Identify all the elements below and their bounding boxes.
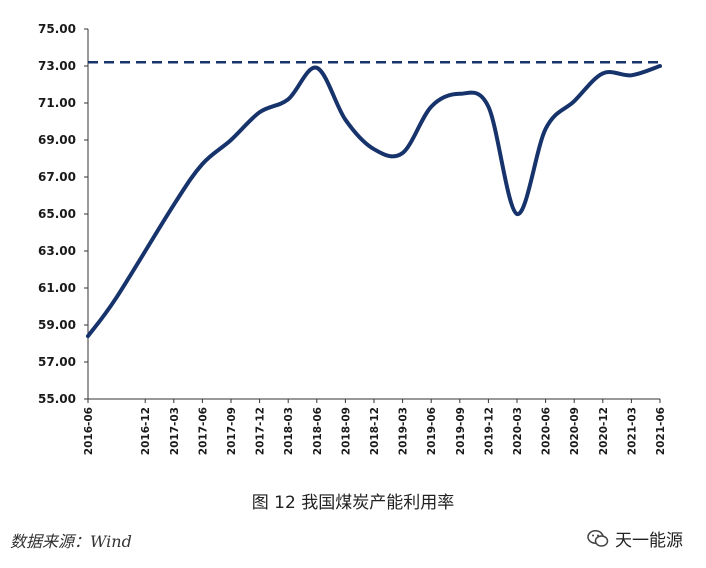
x-axis-ticks: 2016-06 2016-12 2017-03 2017-06 2017-09 2017-… — [83, 399, 667, 455]
x-tick-label: 2021-06 — [655, 407, 667, 455]
y-tick-label: 63.00 — [38, 244, 76, 258]
x-tick-label: 2016-12 — [140, 407, 152, 455]
y-tick-label: 75.00 — [38, 22, 76, 36]
x-tick-label: 2019-12 — [483, 407, 495, 455]
y-tick-label: 69.00 — [38, 133, 76, 147]
x-tick-label: 2019-09 — [455, 407, 467, 455]
chart: 55.00 57.00 59.00 61.00 63.00 65.00 67.00 69.00… — [38, 22, 667, 455]
x-tick-label: 2016-06 — [83, 407, 95, 455]
wechat-icon — [587, 529, 609, 547]
y-tick-label: 61.00 — [38, 281, 76, 295]
x-tick-label: 2020-09 — [569, 407, 581, 455]
x-tick-label: 2019-06 — [426, 407, 438, 455]
y-axis-ticks: 55.00 57.00 59.00 61.00 63.00 65.00 67.00 69.00… — [38, 22, 88, 406]
x-tick-label: 2020-03 — [512, 407, 524, 455]
x-tick-label: 2017-03 — [169, 407, 181, 455]
x-tick-label: 2017-12 — [255, 407, 267, 455]
y-tick-label: 59.00 — [38, 318, 76, 332]
x-tick-label: 2020-12 — [598, 407, 610, 455]
x-tick-label: 2018-06 — [312, 407, 324, 455]
x-tick-label: 2018-12 — [369, 407, 381, 455]
watermark: 天一能源 — [587, 526, 683, 551]
series-line — [86, 64, 662, 339]
x-tick-label: 2017-06 — [197, 407, 209, 455]
x-tick-label: 2018-03 — [283, 407, 295, 455]
x-tick-label: 2019-03 — [398, 407, 410, 455]
y-tick-label: 71.00 — [38, 96, 76, 110]
y-tick-label: 55.00 — [38, 392, 76, 406]
x-tick-label: 2017-09 — [226, 407, 238, 455]
x-tick-label: 2020-06 — [541, 407, 553, 455]
x-tick-label: 2021-03 — [626, 407, 638, 455]
y-tick-label: 73.00 — [38, 59, 76, 73]
y-tick-label: 67.00 — [38, 170, 76, 184]
y-tick-label: 57.00 — [38, 355, 76, 369]
data-source: 数据来源：Wind — [10, 532, 132, 551]
y-tick-label: 65.00 — [38, 207, 76, 221]
figure-caption: 图 12 我国煤炭产能利用率 — [251, 493, 455, 513]
watermark-text: 天一能源 — [615, 531, 683, 551]
x-tick-label: 2018-09 — [340, 407, 352, 455]
